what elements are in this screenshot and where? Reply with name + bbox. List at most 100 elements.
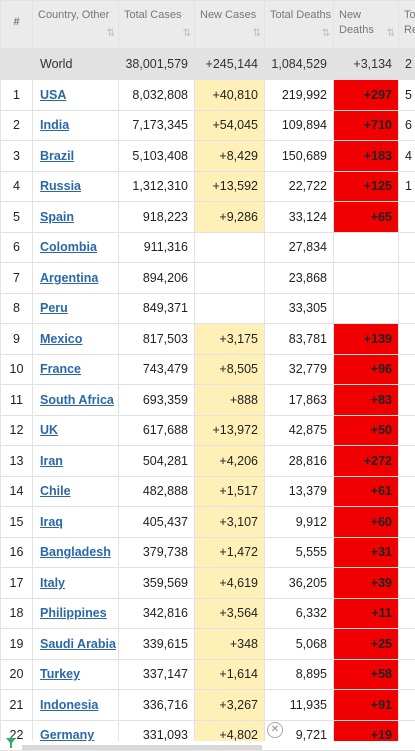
total-deaths-cell: 36,205 — [265, 568, 334, 599]
row-index-cell: 2 — [1, 110, 33, 141]
total-recovered-cell — [399, 202, 415, 233]
total-cases-cell: 379,738 — [119, 537, 195, 568]
country-link[interactable]: Turkey — [40, 667, 80, 681]
country-link[interactable]: Chile — [40, 484, 71, 498]
new-cases-cell: +13,592 — [195, 171, 265, 202]
sort-icon[interactable]: ⇅ — [322, 28, 328, 39]
total-deaths-cell: 150,689 — [265, 141, 334, 172]
total-recovered-cell: 4 — [399, 141, 415, 172]
new-deaths-cell — [334, 263, 399, 294]
country-link-cell: Russia — [33, 171, 119, 202]
new-deaths-cell: +31 — [334, 537, 399, 568]
new-deaths-cell: +139 — [334, 324, 399, 355]
col-header-total-cases[interactable]: Total Cases ⇅ — [119, 1, 195, 49]
country-link-cell: Saudi Arabia — [33, 629, 119, 660]
country-link[interactable]: Russia — [40, 179, 81, 193]
col-header-country[interactable]: Country, Other ⇅ — [33, 1, 119, 49]
total-cases-cell: 743,479 — [119, 354, 195, 385]
col-header-new-cases[interactable]: New Cases ⇅ — [195, 1, 265, 49]
col-header-total-deaths[interactable]: Total Deaths ⇅ — [265, 1, 334, 49]
country-link[interactable]: Bangladesh — [40, 545, 111, 559]
sort-icon[interactable]: ⇅ — [183, 28, 189, 39]
col-header-new-deaths[interactable]: New Deaths ⇅ — [334, 1, 399, 49]
country-link[interactable]: Argentina — [40, 271, 98, 285]
new-deaths-cell: +83 — [334, 385, 399, 416]
total-deaths-cell: 33,305 — [265, 293, 334, 324]
new-deaths-cell: +25 — [334, 629, 399, 660]
total-cases-cell: 849,371 — [119, 293, 195, 324]
country-link[interactable]: Philippines — [40, 606, 107, 620]
country-link[interactable]: South Africa — [40, 393, 114, 407]
country-link[interactable]: France — [40, 362, 81, 376]
total-cases-cell: 693,359 — [119, 385, 195, 416]
total-recovered-cell — [399, 324, 415, 355]
country-link[interactable]: UK — [40, 423, 58, 437]
new-cases-cell: +3,175 — [195, 324, 265, 355]
row-index-cell: 14 — [1, 476, 33, 507]
sort-icon[interactable]: ⇅ — [387, 28, 393, 39]
country-link[interactable]: Colombia — [40, 240, 97, 254]
total-deaths-cell: 5,068 — [265, 629, 334, 660]
new-deaths-cell: +58 — [334, 659, 399, 690]
row-index-cell: 20 — [1, 659, 33, 690]
new-cases-cell: +4,206 — [195, 446, 265, 477]
country-link[interactable]: Italy — [40, 576, 65, 590]
country-link[interactable]: Indonesia — [40, 698, 98, 712]
new-cases-cell: +3,107 — [195, 507, 265, 538]
total-deaths-cell: 83,781 — [265, 324, 334, 355]
total-recovered-cell — [399, 568, 415, 599]
total-cases-cell: 342,816 — [119, 598, 195, 629]
close-ad-button[interactable]: ✕ — [267, 722, 283, 738]
total-deaths-cell: 9,912 — [265, 507, 334, 538]
new-cases-cell — [195, 232, 265, 263]
country-link[interactable]: Saudi Arabia — [40, 637, 116, 651]
country-link-cell: Brazil — [33, 141, 119, 172]
ad-banner — [0, 741, 415, 750]
world-label: World — [33, 49, 119, 80]
country-link[interactable]: Mexico — [40, 332, 82, 346]
country-link[interactable]: Iraq — [40, 515, 63, 529]
new-deaths-cell: +61 — [334, 476, 399, 507]
new-deaths-cell: +11 — [334, 598, 399, 629]
total-recovered-cell — [399, 232, 415, 263]
country-link[interactable]: Brazil — [40, 149, 74, 163]
country-link[interactable]: Iran — [40, 454, 63, 468]
country-link[interactable]: India — [40, 118, 69, 132]
total-deaths-cell: 8,895 — [265, 659, 334, 690]
total-recovered-cell: 6 — [399, 110, 415, 141]
world-row: World 38,001,579 +245,144 1,084,529 +3,1… — [1, 49, 415, 80]
total-recovered-cell — [399, 476, 415, 507]
total-cases-cell: 918,223 — [119, 202, 195, 233]
world-total-recovered: 2 — [399, 49, 415, 80]
funnel-logo-icon — [6, 738, 16, 748]
country-link[interactable]: Spain — [40, 210, 74, 224]
total-recovered-cell — [399, 537, 415, 568]
col-header-index[interactable]: # — [1, 1, 33, 49]
total-recovered-cell: 1 — [399, 171, 415, 202]
new-deaths-cell: +65 — [334, 202, 399, 233]
new-cases-cell: +9,286 — [195, 202, 265, 233]
total-recovered-cell — [399, 507, 415, 538]
total-recovered-cell — [399, 415, 415, 446]
sort-icon[interactable]: ⇅ — [253, 28, 259, 39]
col-header-total-recovered[interactable]: Tot Rec — [399, 1, 415, 49]
country-link[interactable]: USA — [40, 88, 66, 102]
total-deaths-cell: 28,816 — [265, 446, 334, 477]
country-link-cell: Indonesia — [33, 690, 119, 721]
total-deaths-cell: 17,863 — [265, 385, 334, 416]
country-link[interactable]: Peru — [40, 301, 68, 315]
sort-icon[interactable]: ⇅ — [107, 28, 113, 39]
row-index-cell: 17 — [1, 568, 33, 599]
row-index-cell: 5 — [1, 202, 33, 233]
header-row: # Country, Other ⇅ Total Cases ⇅ New Cas… — [1, 1, 415, 49]
world-total-cases: 38,001,579 — [119, 49, 195, 80]
